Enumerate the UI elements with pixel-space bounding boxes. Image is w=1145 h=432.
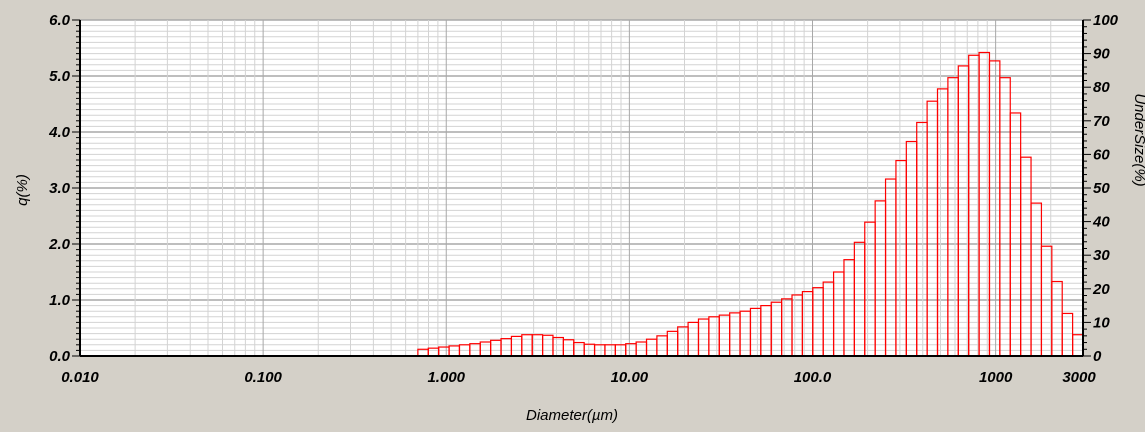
x-tick-label: 1.000 — [427, 369, 465, 386]
y-left-tick-labels: 0.0 1.0 2.0 3.0 4.0 5.0 6.0 — [48, 12, 71, 365]
y-left-tick-label: 1.0 — [49, 292, 71, 309]
y-right-tick-label: 40 — [1092, 214, 1110, 231]
y-left-tick-label: 4.0 — [48, 124, 71, 141]
y-right-tick-label: 50 — [1093, 180, 1110, 197]
y-left-tick-label: 0.0 — [49, 348, 71, 365]
grid-lines — [79, 19, 1084, 357]
y-right-tick-label: 10 — [1093, 314, 1110, 331]
x-tick-label: 3000 — [1062, 369, 1096, 386]
y-right-tick-label: 70 — [1093, 113, 1110, 130]
y-right-tick-label: 20 — [1092, 281, 1110, 298]
x-tick-label: 1000 — [979, 369, 1013, 386]
y-right-tick-label: 100 — [1093, 12, 1119, 29]
axes — [72, 19, 1091, 357]
y-axis-right-title: UnderSize(%) — [1131, 93, 1145, 186]
y-left-tick-label: 3.0 — [49, 180, 71, 197]
y-left-tick-label: 5.0 — [49, 68, 71, 85]
x-tick-label: 10.00 — [611, 369, 649, 386]
x-axis-title: Diameter(µm) — [526, 407, 618, 424]
y-right-tick-label: 0 — [1093, 348, 1102, 365]
y-right-tick-label: 60 — [1093, 146, 1110, 163]
y-right-tick-label: 90 — [1093, 46, 1110, 63]
x-tick-label: 0.010 — [61, 369, 99, 386]
y-right-tick-labels: 0 10 20 30 40 50 60 70 80 90 100 — [1092, 12, 1119, 365]
x-tick-label: 0.100 — [244, 369, 282, 386]
x-tick-label: 100.0 — [794, 369, 832, 386]
y-right-tick-label: 30 — [1093, 247, 1110, 264]
y-left-tick-label: 6.0 — [49, 12, 71, 29]
y-axis-left-title: q(%) — [14, 174, 31, 206]
y-left-tick-label: 2.0 — [48, 236, 71, 253]
y-right-tick-label: 80 — [1093, 79, 1110, 96]
x-axis-tick-labels: 0.010 0.100 1.000 10.00 100.0 1000 3000 — [61, 369, 1096, 386]
